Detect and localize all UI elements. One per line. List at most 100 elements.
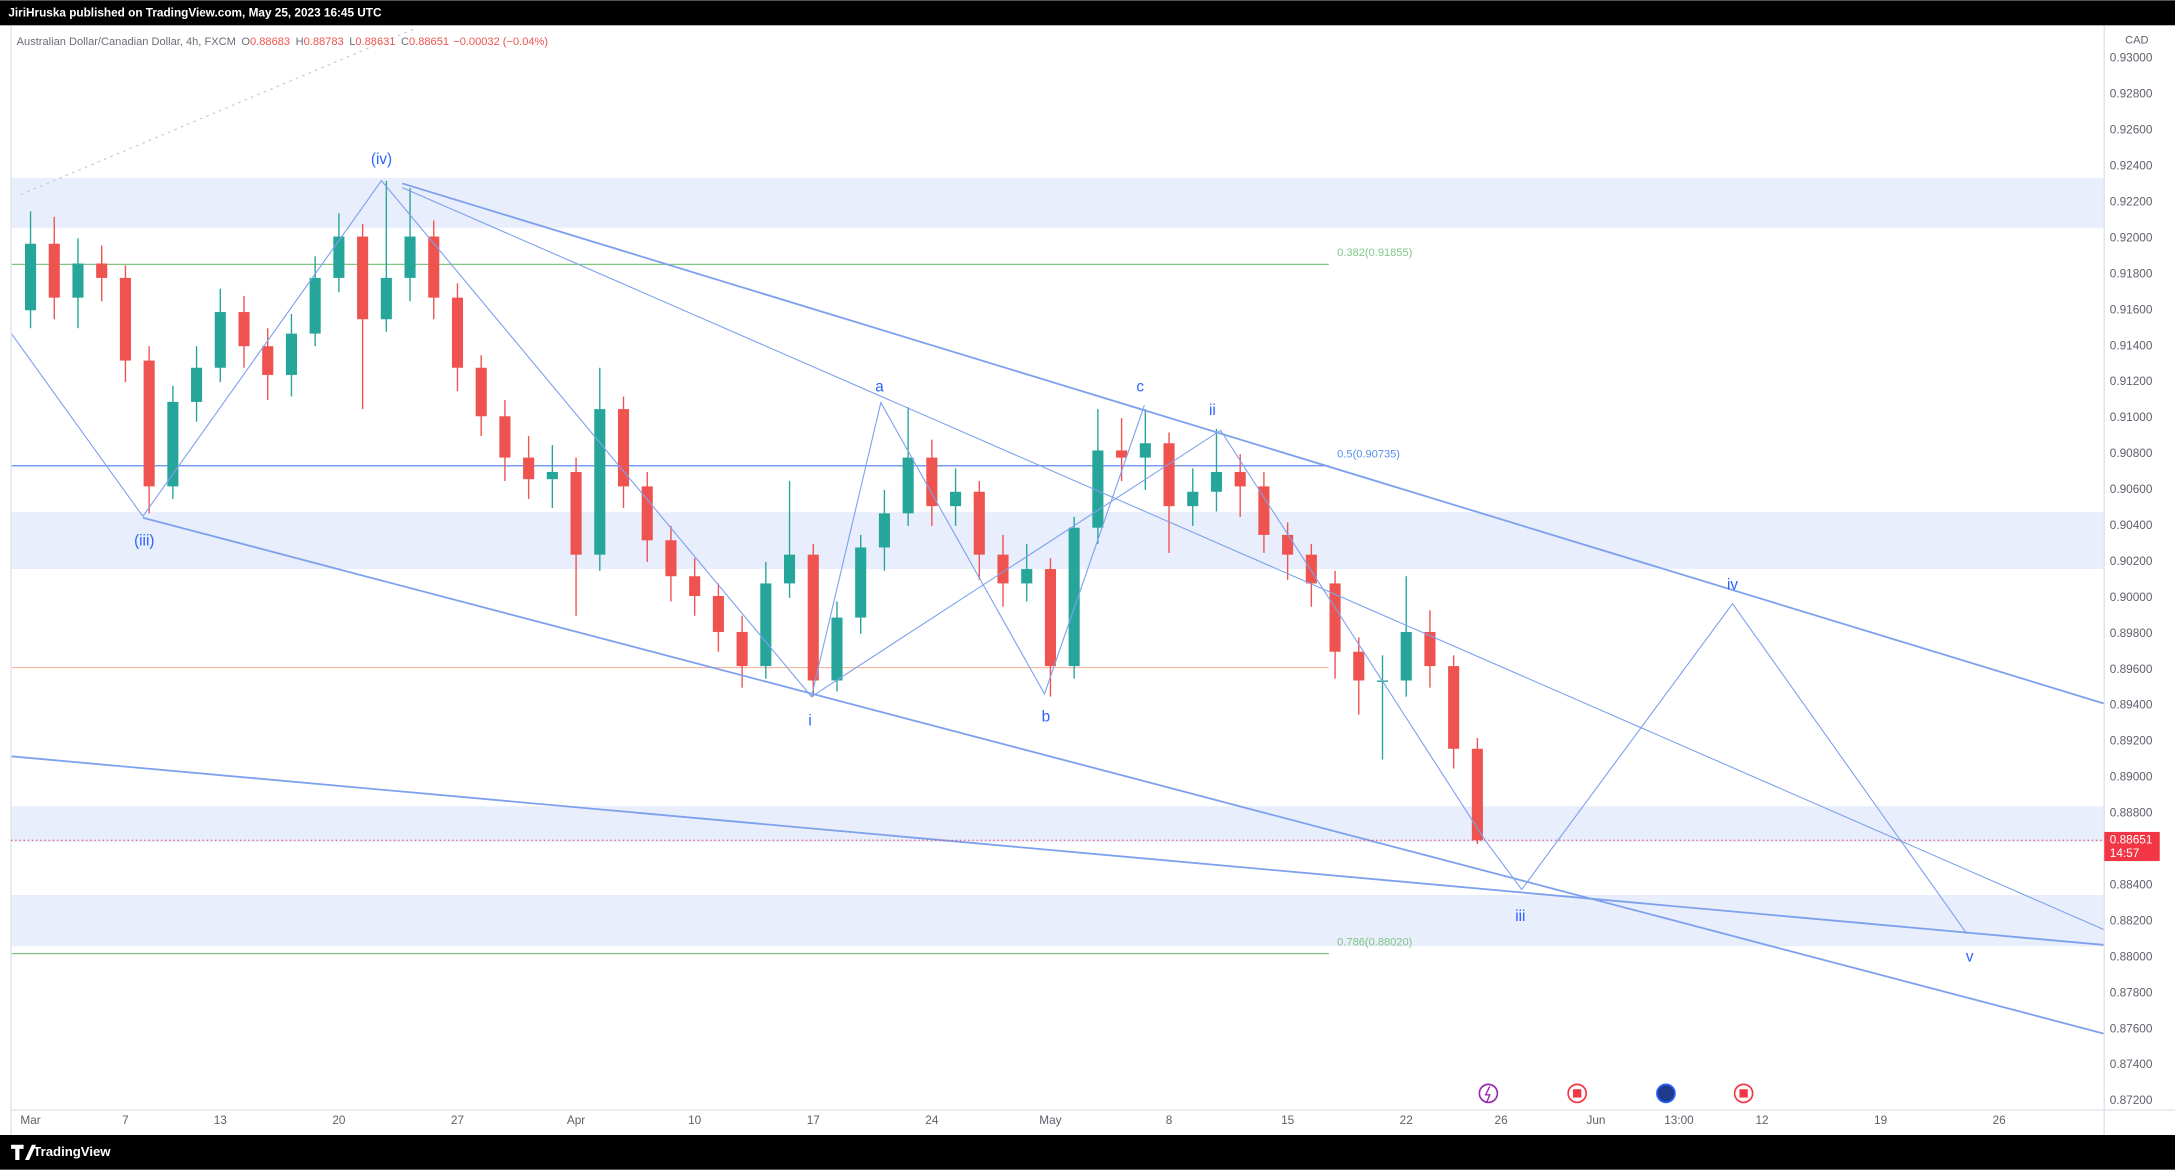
candle-body	[1139, 443, 1151, 458]
event-icon-glyph	[1572, 1089, 1582, 1098]
symbol: Australian Dollar/Canadian Dollar, 4h, F…	[17, 36, 236, 48]
candle-body	[475, 367, 487, 417]
event-icon-glyph	[1739, 1089, 1748, 1098]
wave-label: (iii)	[134, 532, 154, 549]
x-tick-label: 8	[1166, 1114, 1173, 1127]
y-tick-label: 0.92200	[2110, 196, 2153, 209]
candle-body	[570, 471, 582, 555]
wave-label: c	[1136, 378, 1144, 395]
candle-body	[1448, 666, 1460, 749]
candle-body	[72, 263, 84, 298]
candle-body	[1353, 651, 1365, 681]
fib-label: 0.786(0.88020)	[1337, 936, 1412, 948]
wave-label: (iv)	[371, 151, 392, 168]
candle-body	[428, 236, 440, 298]
y-tick-label: 0.89600	[2110, 663, 2153, 676]
ohlc-key: O	[241, 36, 250, 48]
channel-line	[142, 516, 2105, 1035]
wave-label: i	[808, 713, 811, 730]
ohlc-value: 0.88783	[304, 36, 344, 48]
y-tick-label: 0.89800	[2110, 627, 2153, 640]
candle-body	[641, 486, 653, 541]
candle-body	[309, 277, 321, 334]
fib-label: 0.382(0.91855)	[1337, 247, 1412, 259]
candle-body	[1210, 471, 1223, 492]
wave-label: v	[1966, 948, 1974, 965]
candle-body	[973, 491, 985, 555]
candle-body	[902, 457, 914, 514]
wave-line	[811, 429, 1968, 935]
candle-body	[689, 576, 701, 597]
zones	[11, 177, 2105, 947]
candle-body	[1163, 443, 1175, 507]
wave-label: iv	[1727, 577, 1738, 594]
candle-body	[736, 631, 748, 667]
currency-label: CAD	[2125, 34, 2148, 46]
candle-body	[1234, 471, 1246, 487]
y-tick-label: 0.90600	[2110, 483, 2153, 496]
ohlc-key: L	[349, 36, 355, 48]
x-tick-label: Mar	[20, 1114, 40, 1127]
y-tick-label: 0.90400	[2110, 519, 2153, 532]
candle-body	[1424, 631, 1436, 667]
candle-body	[1282, 534, 1294, 555]
candle-body	[1471, 748, 1483, 841]
candle-body	[333, 236, 345, 278]
y-tick-label: 0.88800	[2110, 807, 2153, 820]
y-tick-label: 0.87600	[2110, 1022, 2153, 1035]
symbol-line: Australian Dollar/Canadian Dollar, 4h, F…	[17, 36, 548, 48]
candle-body	[878, 513, 890, 548]
channel-line	[402, 182, 2105, 705]
bottom-bar	[0, 1134, 2175, 1170]
candle-body	[950, 491, 962, 507]
candle-body	[1068, 527, 1080, 667]
brand: TradingView	[33, 1144, 111, 1159]
event-icon[interactable]	[1656, 1083, 1676, 1104]
candle-body	[831, 617, 843, 681]
x-tick-label: 20	[332, 1114, 346, 1127]
ohlc-value: 0.88651	[409, 36, 449, 48]
y-tick-label: 0.91600	[2110, 303, 2153, 316]
candle-body	[499, 416, 511, 458]
x-tick-label: 26	[1495, 1114, 1509, 1127]
candle-body	[665, 540, 677, 577]
candle-body	[1044, 569, 1056, 667]
y-tick-label: 0.91200	[2110, 375, 2153, 388]
y-tick-label: 0.92600	[2110, 124, 2153, 137]
candle-body	[238, 312, 250, 347]
zone	[11, 177, 2105, 228]
x-tick-label: 24	[925, 1114, 939, 1127]
candle-body	[285, 333, 297, 375]
candle-body	[1305, 554, 1317, 584]
last-price-box	[2104, 831, 2160, 862]
logo	[11, 1144, 37, 1160]
candle-body	[523, 457, 535, 480]
change: −0.00032 (−0.04%)	[453, 36, 548, 48]
candle-body	[926, 457, 938, 507]
ohlc-key: C	[401, 36, 409, 48]
price-axis: 0.93000 0.92800 0.92600 0.92400 0.92200 0.920…	[2110, 52, 2153, 1107]
ohlc-value: 0.88683	[250, 36, 290, 48]
candle-body	[783, 554, 796, 584]
zone	[11, 806, 2105, 843]
countdown: 14:57	[2110, 847, 2139, 860]
event-icon[interactable]	[1478, 1083, 1499, 1104]
x-tick-label: 22	[1400, 1114, 1413, 1127]
y-tick-label: 0.91800	[2110, 267, 2153, 280]
x-tick-label: 27	[451, 1114, 464, 1127]
event-icon-glyph	[1484, 1086, 1491, 1102]
x-tick-label: 15	[1281, 1114, 1295, 1127]
x-tick-label: 13:00	[1664, 1114, 1694, 1127]
events	[1478, 1083, 1754, 1104]
x-tick-label: Jun	[1586, 1114, 1605, 1127]
candle-body	[1187, 491, 1199, 507]
zone	[11, 895, 2105, 947]
y-tick-label: 0.90800	[2110, 447, 2153, 460]
candle-body	[404, 236, 416, 278]
ohlc-value: 0.88631	[355, 36, 395, 48]
y-tick-label: 0.91000	[2110, 411, 2153, 424]
y-tick-label: 0.92000	[2110, 231, 2153, 244]
